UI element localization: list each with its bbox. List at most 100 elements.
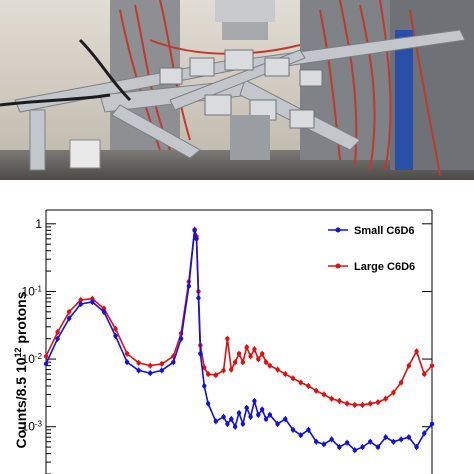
- data-point-small-c6d6: [321, 442, 327, 447]
- data-point-small-c6d6: [196, 295, 201, 301]
- data-point-small-c6d6: [256, 412, 261, 418]
- data-point-small-c6d6: [263, 416, 269, 422]
- data-point-large-c6d6: [360, 402, 365, 408]
- data-point-small-c6d6: [178, 336, 184, 341]
- data-point-small-c6d6: [55, 336, 60, 341]
- data-point-small-c6d6: [283, 416, 288, 422]
- data-point-large-c6d6: [414, 349, 419, 354]
- data-point-small-c6d6: [275, 421, 280, 427]
- black-cables: [0, 38, 132, 107]
- data-point-small-c6d6: [194, 236, 199, 242]
- data-point-small-c6d6: [229, 416, 234, 422]
- data-point-small-c6d6: [236, 410, 242, 416]
- data-point-large-c6d6: [398, 380, 404, 385]
- data-point-large-c6d6: [422, 371, 427, 377]
- data-point-large-c6d6: [391, 390, 396, 395]
- data-point-small-c6d6: [252, 398, 257, 404]
- beam-pipe-flange: [222, 22, 268, 40]
- data-point-small-c6d6: [352, 447, 357, 453]
- data-point-large-c6d6: [344, 401, 350, 406]
- data-point-small-c6d6: [136, 368, 141, 373]
- data-point-small-c6d6: [124, 359, 130, 365]
- data-point-large-c6d6: [205, 371, 211, 377]
- y-tick-label: 1: [35, 217, 42, 231]
- data-point-small-c6d6: [248, 414, 253, 420]
- data-point-small-c6d6: [259, 407, 265, 412]
- data-point-small-c6d6: [368, 439, 373, 444]
- data-point-large-c6d6: [225, 336, 230, 341]
- y-tick-label: 10-1: [22, 284, 43, 299]
- data-point-large-c6d6: [221, 368, 226, 373]
- data-point-small-c6d6: [383, 434, 388, 440]
- data-point-small-c6d6: [78, 301, 83, 307]
- data-point-large-c6d6: [240, 359, 246, 365]
- data-point-large-c6d6: [148, 363, 153, 368]
- data-point-small-c6d6: [198, 351, 203, 356]
- y-ticks: 1 10-1 10-2 10-3: [22, 217, 432, 474]
- data-point-small-c6d6: [406, 434, 412, 440]
- data-point-small-c6d6: [391, 439, 396, 444]
- data-point-large-c6d6: [298, 380, 303, 385]
- data-point-large-c6d6: [314, 388, 319, 393]
- data-point-small-c6d6: [344, 440, 350, 445]
- data-point-large-c6d6: [124, 351, 130, 356]
- data-point-large-c6d6: [259, 351, 265, 356]
- data-point-small-c6d6: [186, 283, 192, 289]
- data-point-small-c6d6: [290, 427, 296, 433]
- data-point-large-c6d6: [275, 367, 280, 372]
- legend: Small C6D6 Large C6D6: [328, 225, 415, 273]
- y-axis-label: Counts/8.5 1012 protons: [13, 291, 29, 448]
- spectrum-chart: Counts/8.5 1012 protons 1 10-1 10-2 10-3 Sm…: [13, 209, 435, 474]
- data-point-small-c6d6: [314, 439, 319, 444]
- data-point-small-c6d6: [398, 437, 404, 442]
- data-point-small-c6d6: [101, 309, 107, 315]
- data-point-small-c6d6: [148, 370, 153, 376]
- data-point-small-c6d6: [221, 414, 226, 420]
- data-point-large-c6d6: [290, 376, 296, 381]
- blue-support-beam: [395, 30, 413, 170]
- data-point-small-c6d6: [306, 427, 311, 433]
- data-point-small-c6d6: [113, 333, 118, 339]
- data-point-large-c6d6: [136, 360, 141, 366]
- electronics-box: [69, 139, 101, 169]
- data-point-small-c6d6: [267, 412, 273, 418]
- detector-stand: [230, 115, 270, 160]
- data-point-large-c6d6: [55, 329, 60, 335]
- data-point-large-c6d6: [337, 398, 342, 404]
- detector-setup-photo: [0, 0, 474, 180]
- data-point-small-c6d6: [205, 401, 211, 406]
- data-point-large-c6d6: [101, 306, 107, 311]
- data-point-small-c6d6: [422, 431, 427, 436]
- data-point-small-c6d6: [202, 383, 207, 389]
- data-point-small-c6d6: [171, 359, 176, 365]
- legend-swatch-marker: [335, 263, 341, 269]
- data-point-small-c6d6: [337, 444, 342, 450]
- data-point-large-c6d6: [283, 371, 288, 377]
- data-point-large-c6d6: [306, 383, 311, 389]
- data-point-large-c6d6: [267, 363, 273, 368]
- data-point-small-c6d6: [43, 361, 49, 367]
- beam-pipe-housing: [215, 0, 275, 22]
- data-point-small-c6d6: [240, 421, 246, 427]
- data-point-small-c6d6: [232, 424, 238, 429]
- data-point-large-c6d6: [66, 309, 72, 315]
- legend-swatch-marker: [335, 227, 341, 233]
- data-point-small-c6d6: [329, 437, 334, 442]
- data-point-large-c6d6: [352, 402, 357, 408]
- y-tick-label: 10-2: [22, 352, 43, 367]
- data-point-small-c6d6: [414, 444, 419, 450]
- series-line-large-c6d6: [45, 229, 433, 406]
- data-point-small-c6d6: [244, 405, 249, 411]
- data-point-large-c6d6: [429, 363, 435, 368]
- plot-frame: [45, 209, 433, 474]
- data-point-large-c6d6: [113, 326, 118, 332]
- data-point-small-c6d6: [429, 421, 435, 427]
- data-point-large-c6d6: [236, 351, 242, 356]
- data-point-small-c6d6: [298, 432, 303, 438]
- data-point-large-c6d6: [229, 367, 234, 372]
- data-point-large-c6d6: [202, 365, 207, 370]
- legend-label: Small C6D6: [354, 225, 415, 237]
- data-point-large-c6d6: [406, 363, 412, 368]
- data-point-small-c6d6: [225, 421, 230, 427]
- y-tick-label: 10-3: [22, 419, 43, 434]
